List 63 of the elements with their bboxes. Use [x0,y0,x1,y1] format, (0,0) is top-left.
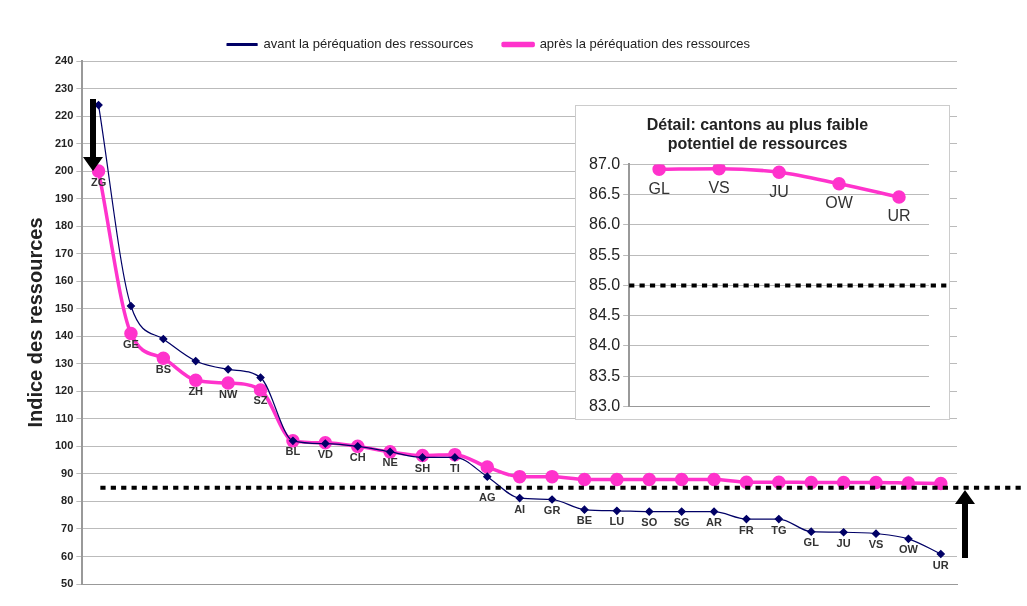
x-tick-label: GL [803,536,820,549]
y-tick-label: 210 [54,136,74,149]
y-tick-label: 100 [54,439,74,452]
x-tick-label: OW [825,194,854,212]
x-tick-label: BS [155,362,171,375]
x-tick-label: NW [218,387,238,400]
x-tick-label: VS [868,538,884,551]
y-tick-label: 130 [54,356,74,369]
x-tick-label: BE [576,514,593,527]
y-tick-label: 120 [54,384,74,397]
x-tick-label: SZ [253,394,268,407]
y-tick-label: 190 [54,191,74,204]
y-tick-label: 240 [54,54,74,67]
y-tick-label: 85.0 [589,275,621,293]
y-axis-title: Indice des ressources [23,217,46,428]
y-tick-label: 140 [54,329,74,342]
y-tick-label: 110 [55,411,74,424]
y-tick-label: 70 [61,521,74,534]
y-tick-label: 180 [54,219,74,232]
y-tick-label: 83.0 [589,396,621,414]
x-tick-label: CH [349,450,366,463]
x-tick-label: UR [932,558,949,571]
x-tick-label: AI [514,502,526,515]
y-tick-label: 83.5 [589,366,621,384]
x-tick-label: SH [414,461,431,474]
x-tick-label: AR [706,516,723,529]
y-tick-label: 220 [54,109,74,122]
x-tick-label: BL [285,445,301,458]
y-tick-label: 60 [61,549,74,562]
y-tick-label: 85.5 [589,245,621,263]
y-tick-label: 160 [54,274,74,287]
y-tick-label: 84.5 [589,306,621,324]
x-tick-label: AG [479,491,496,504]
y-tick-label: 200 [54,164,74,177]
y-tick-label: 86.5 [589,185,621,203]
x-tick-label: TI [450,461,460,474]
y-tick-label: 87.0 [589,154,621,172]
chart-title: Détail: cantons au plus faible potentiel de ressources [646,116,869,153]
x-tick-label: NE [382,456,398,469]
x-tick-label: GR [543,504,561,517]
x-tick-label: LU [609,515,625,528]
x-tick-label: JU [769,182,789,200]
x-tick-label: TG [771,523,787,536]
x-tick-label: JU [836,536,851,549]
x-tick-label: VS [708,179,730,197]
legend-label: après la péréquation des ressources [539,36,751,52]
y-tick-label: 90 [61,466,74,479]
x-tick-label: ZH [188,384,204,397]
x-tick-label: UR [887,207,911,225]
x-tick-label: GL [648,179,670,197]
y-tick-label: 80 [61,494,74,507]
x-tick-label: SO [641,516,658,529]
y-tick-label: 170 [54,246,74,259]
y-tick-label: 86.0 [589,215,621,233]
y-tick-label: 150 [54,301,74,314]
y-tick-label: 50 [61,577,74,590]
legend-label: avant la péréquation des ressources [263,36,474,52]
x-tick-label: OW [898,543,919,556]
y-tick-label: 84.0 [589,336,621,354]
x-tick-label: FR [739,523,754,536]
x-tick-label: SG [673,516,690,529]
y-tick-label: 230 [54,81,74,94]
x-tick-label: VD [317,448,334,461]
